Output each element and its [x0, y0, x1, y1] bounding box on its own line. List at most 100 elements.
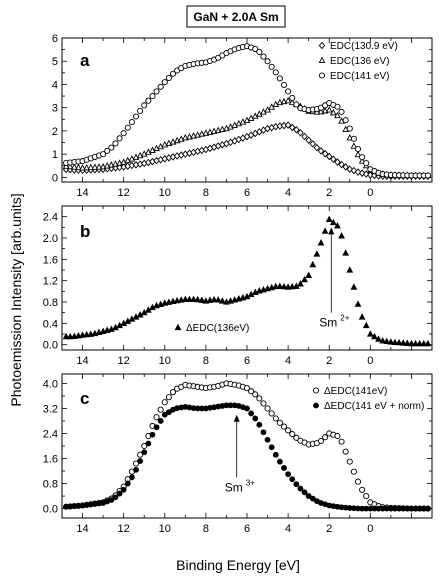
legend-marker — [312, 387, 320, 394]
panel-c: 14 12 10 8 6 4 2 0 0.0 0.8 1.6 2.4 3.2 4.0 c ΔEDC(141eV… — [43, 373, 433, 535]
data-point — [317, 437, 325, 445]
data-point — [338, 108, 345, 115]
data-point — [350, 283, 358, 290]
data-point — [354, 150, 362, 158]
y-tick-label: 0.0 — [43, 340, 58, 352]
data-point — [157, 418, 164, 424]
data-point — [297, 280, 304, 287]
data-point — [366, 330, 374, 337]
x-tick-label: 12 — [118, 523, 130, 535]
annotation-label: Sm — [319, 316, 337, 330]
legend-marker — [318, 56, 326, 64]
data-point — [104, 147, 111, 154]
data-point — [424, 172, 431, 179]
data-point — [264, 405, 271, 412]
data-point — [284, 121, 292, 129]
data-point — [338, 438, 345, 445]
data-point — [354, 300, 362, 307]
annotation-arrow-head — [233, 414, 240, 422]
data-point — [285, 471, 292, 478]
data-point — [268, 444, 275, 451]
data-point — [66, 162, 74, 170]
data-point — [210, 295, 218, 303]
data-point — [140, 150, 148, 157]
data-point — [137, 107, 144, 114]
data-point — [144, 148, 152, 155]
data-point — [379, 336, 387, 344]
data-point — [268, 410, 275, 417]
series-0 — [62, 121, 432, 180]
data-point — [329, 218, 337, 226]
x-tick-label: 10 — [159, 187, 171, 199]
data-point — [359, 154, 366, 161]
data-point — [317, 147, 325, 155]
x-tick-label: 2 — [326, 355, 332, 367]
data-point — [403, 339, 411, 346]
data-point — [289, 123, 296, 132]
y-axis-title: Photoemission Intensity [arb.units] — [8, 193, 24, 406]
series-0 — [62, 215, 432, 347]
y-tick-label: 3.2 — [43, 403, 58, 415]
data-point — [350, 166, 358, 175]
data-point — [276, 419, 283, 426]
data-point — [334, 158, 341, 166]
data-point — [346, 458, 353, 465]
x-tick-label: 6 — [244, 355, 250, 367]
data-point — [124, 480, 131, 487]
data-point — [112, 494, 119, 501]
data-point — [153, 88, 160, 95]
x-tick-label: 0 — [367, 187, 373, 199]
data-point — [79, 164, 86, 171]
data-point — [354, 478, 362, 485]
data-point — [128, 474, 135, 481]
data-point — [313, 250, 321, 257]
data-point — [325, 106, 333, 113]
data-point — [338, 160, 345, 169]
data-point — [169, 70, 177, 77]
y-tick-label: 1.6 — [43, 254, 58, 266]
legend-label: EDC(130.9 eV) — [330, 41, 398, 52]
data-point — [309, 140, 316, 148]
data-point — [309, 495, 316, 502]
legend-label: ΔEDC(136eV) — [186, 323, 249, 334]
data-point — [157, 83, 164, 90]
x-tick-label: 4 — [285, 355, 291, 367]
data-point — [157, 142, 165, 150]
y-tick-label: 0.4 — [43, 318, 58, 330]
data-point — [334, 221, 341, 229]
annotation-superscript: 3+ — [246, 478, 255, 487]
data-point — [305, 271, 313, 278]
data-point — [272, 100, 280, 107]
x-tick-label: 10 — [159, 523, 171, 535]
legend-marker — [313, 402, 319, 409]
data-point — [334, 111, 341, 119]
x-tick-label: 8 — [203, 187, 209, 199]
data-point — [165, 409, 172, 416]
data-point — [375, 335, 382, 342]
x-tick-label: 0 — [367, 355, 373, 367]
data-point — [325, 215, 333, 222]
x-tick-label: 10 — [159, 355, 171, 367]
data-point — [260, 53, 267, 60]
data-point — [149, 146, 156, 153]
data-point — [285, 88, 292, 95]
data-point — [334, 103, 341, 110]
data-point — [157, 406, 164, 413]
data-point — [272, 415, 279, 422]
y-tick-label: 2.4 — [43, 212, 58, 224]
data-point — [181, 295, 189, 302]
data-point — [424, 505, 431, 512]
data-point — [383, 337, 391, 345]
data-point — [346, 125, 353, 132]
y-tick-label: 0.8 — [43, 297, 58, 309]
y-tick-label: 0.8 — [43, 479, 58, 491]
data-point — [248, 410, 255, 417]
data-point — [112, 140, 119, 147]
x-tick-label: 6 — [244, 523, 250, 535]
data-point — [395, 338, 403, 346]
data-point — [124, 124, 131, 131]
y-tick-label: 0 — [52, 172, 58, 184]
data-point — [145, 440, 152, 447]
legend-marker — [318, 41, 326, 50]
